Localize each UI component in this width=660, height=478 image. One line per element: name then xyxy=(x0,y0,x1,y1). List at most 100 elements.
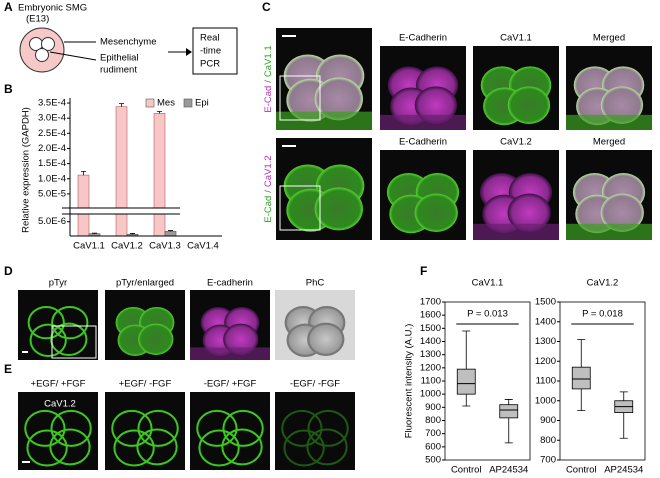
y-tick-label: 1000 xyxy=(535,395,556,406)
y-tick-label: 5.0E-6 xyxy=(38,216,66,227)
y-tick-label: 1600 xyxy=(420,310,441,321)
bar xyxy=(77,174,90,237)
whisker xyxy=(462,330,471,407)
error-bar xyxy=(130,233,135,235)
cell-lobe xyxy=(113,429,155,467)
cell-lobe xyxy=(51,305,89,340)
error-bar xyxy=(92,232,97,234)
panel-letter: B xyxy=(4,82,13,96)
stroma xyxy=(473,223,559,240)
error-bar xyxy=(168,230,173,232)
cell-lobe xyxy=(600,193,644,233)
cell-lobe xyxy=(314,187,363,231)
column-label: Merged xyxy=(593,137,625,148)
x-tick-label: CaV1.4 xyxy=(187,241,219,252)
box xyxy=(456,368,476,395)
column-label: E-Cadherin xyxy=(399,33,447,44)
y-axis-label: Relative expression (GAPDH) xyxy=(21,107,32,233)
column-label: E-Cadherin xyxy=(399,137,447,148)
cell-lobe xyxy=(223,323,259,355)
marker-label: CaV1.2 xyxy=(44,399,76,410)
cell-lobe xyxy=(138,323,174,355)
arrow-head xyxy=(186,48,192,56)
y-tick-label: 3.5E-4 xyxy=(38,98,66,109)
column-label: PhC xyxy=(306,278,325,289)
column-label: CaV1.2 xyxy=(500,137,532,148)
axis-break xyxy=(62,208,224,214)
y-axis-label: Fluorescent intensity (A.U.) xyxy=(404,324,415,439)
box xyxy=(499,404,519,419)
cell-lobe xyxy=(414,193,458,233)
y-tick-label: 5.0E-5 xyxy=(38,188,66,199)
row-label-part: E-Cad xyxy=(263,86,274,113)
cell-lobe xyxy=(50,409,92,447)
cell-lobe xyxy=(29,323,67,357)
y-tick-label: 1000 xyxy=(420,389,441,400)
y-tick-label: 1300 xyxy=(535,336,556,347)
micrograph xyxy=(380,46,466,130)
micrograph xyxy=(473,150,559,240)
panel-letter: F xyxy=(420,264,427,278)
stroma xyxy=(566,223,652,240)
cell-lobe xyxy=(283,429,325,467)
micrograph xyxy=(105,392,185,470)
cell-lobe xyxy=(24,409,66,447)
cell-lobe xyxy=(307,322,345,356)
x-tick-label: CaV1.3 xyxy=(149,241,181,252)
y-tick-label: 1.5E-4 xyxy=(38,158,66,169)
cell-lobe xyxy=(306,428,348,466)
part-label: Epithelial xyxy=(100,53,139,64)
column-label: Merged xyxy=(593,33,625,44)
stroma xyxy=(276,111,372,130)
row-label-part: CaV1.1 xyxy=(263,45,274,77)
micrograph xyxy=(190,290,270,360)
legend-label: Epi xyxy=(195,98,209,109)
legend-swatch xyxy=(145,98,155,108)
x-tick-label: Control xyxy=(451,465,482,476)
stroma xyxy=(190,347,270,360)
y-tick-label: 2.5E-4 xyxy=(38,128,66,139)
cell-lobe xyxy=(27,305,65,340)
column-label: pTyr/enlarged xyxy=(116,278,174,289)
y-tick-label: 1400 xyxy=(420,336,441,347)
micrograph xyxy=(276,28,372,130)
column-label: CaV1.1 xyxy=(500,33,532,44)
error-bar xyxy=(119,103,124,107)
cell-lobe xyxy=(137,409,179,447)
stage-label: (E13) xyxy=(26,14,49,25)
micrograph xyxy=(190,392,270,470)
row-label-part: E-Cad xyxy=(263,196,274,223)
y-tick-label: 600 xyxy=(425,441,441,452)
cell-lobe xyxy=(111,409,153,447)
error-bar xyxy=(157,111,162,114)
y-tick-label: 1200 xyxy=(535,356,556,367)
y-tick-label: 1200 xyxy=(420,362,441,373)
whisker xyxy=(619,391,628,439)
x-tick-label: AP24534 xyxy=(604,465,643,476)
cell-lobe xyxy=(414,86,458,124)
y-tick-label: 1400 xyxy=(535,316,556,327)
x-tick-label: CaV1.2 xyxy=(111,241,143,252)
annotation: P = 0.018 xyxy=(582,309,623,320)
part-label: Mesenchyme xyxy=(100,37,157,48)
cell-lobe xyxy=(221,428,263,466)
micrograph xyxy=(275,392,355,470)
y-tick-label: 1.0E-4 xyxy=(38,173,66,184)
cell-lobe xyxy=(26,429,68,467)
x-tick-label: AP24534 xyxy=(489,465,528,476)
box xyxy=(571,366,591,390)
x-tick-label: Control xyxy=(566,465,597,476)
cell-lobe xyxy=(600,86,644,124)
part-label: rudiment xyxy=(100,65,137,76)
micrograph xyxy=(566,46,652,130)
bar xyxy=(153,113,166,237)
chart-title: CaV1.2 xyxy=(587,278,619,289)
cell-lobe xyxy=(222,409,264,447)
column-label: -EGF/ +FGF xyxy=(204,379,257,390)
row-label: E-Cad / CaV1.2 xyxy=(263,155,274,222)
rudiment-icon xyxy=(35,48,49,62)
y-tick-label: 1100 xyxy=(421,376,441,387)
method-label: Real xyxy=(200,33,220,44)
row-label-part: / xyxy=(263,190,274,193)
